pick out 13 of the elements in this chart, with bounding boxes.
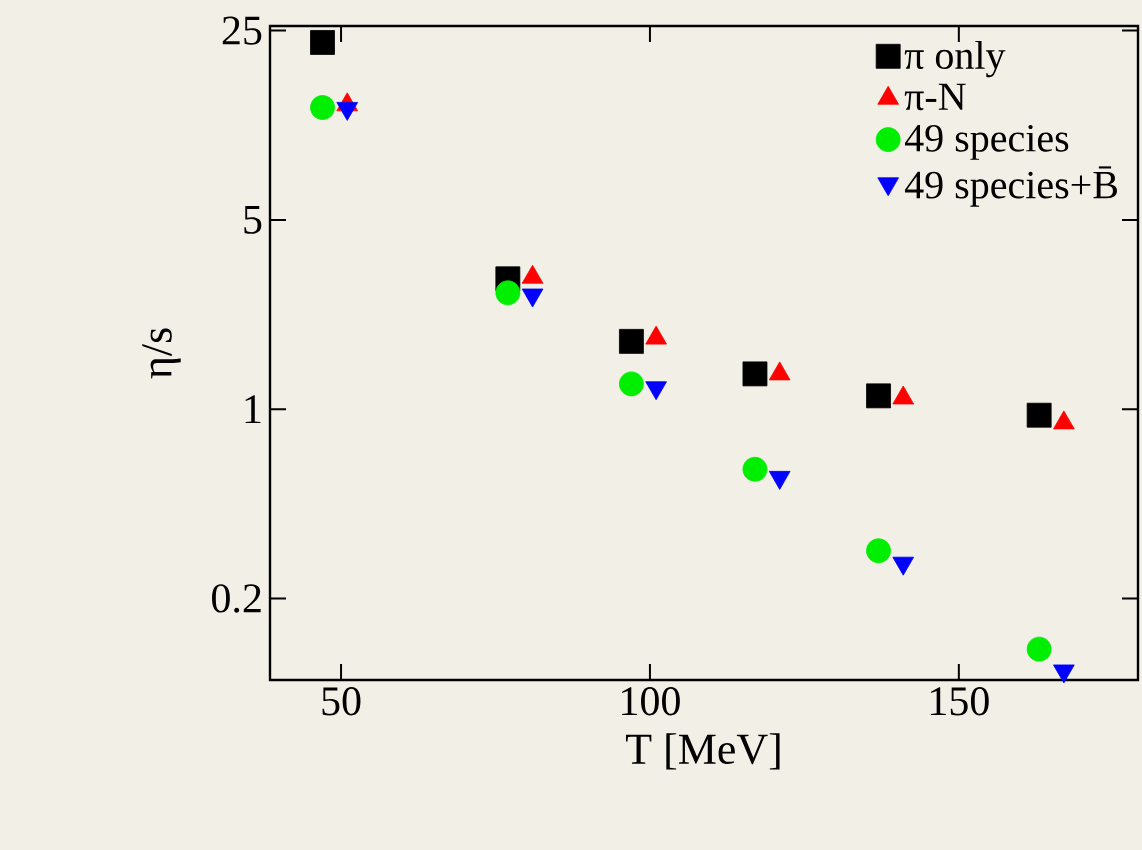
y-tick-label: 5 [244, 205, 262, 234]
legend-label: π-N [904, 83, 966, 111]
legend-label: π only [904, 40, 1006, 78]
y-axis-title: η/s [142, 328, 181, 379]
legend-label: 49 species [904, 124, 1069, 160]
x-tick-label: 50 [322, 687, 361, 716]
y-tick-label: 0.2 [212, 584, 261, 613]
x-tick-label: 150 [931, 687, 989, 716]
y-tick-label: 1 [245, 395, 261, 424]
y-tick-label: 25 [222, 16, 262, 45]
x-tick-label: 100 [622, 687, 680, 716]
x-axis-title: T [MeV] [625, 733, 780, 770]
legend-label: 49 species+B̄ [904, 166, 1117, 207]
